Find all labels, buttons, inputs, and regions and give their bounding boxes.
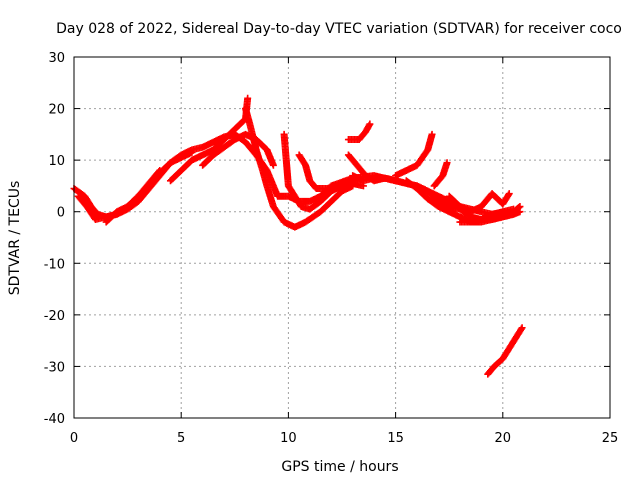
plot-frame [73,56,611,419]
series-trace-18 [484,324,526,378]
y-tick-label: 10 [48,154,65,169]
series-trace-6 [242,105,357,231]
y-tick-label: 20 [48,103,65,118]
data-point [334,182,342,190]
x-tick-label: 5 [177,431,185,446]
series-trace-15 [430,159,451,190]
x-tick-label: 15 [387,431,404,446]
data-point [518,324,526,332]
x-tick-label: 0 [70,431,78,446]
series-trace-1 [70,130,271,221]
x-tick-label: 20 [495,431,512,446]
y-tick-label: 30 [48,51,65,66]
y-tick-label: 0 [57,206,65,221]
x-axis-ticks: 0 5 10 15 20 25 [70,57,618,446]
y-axis-ticks: -40 -30 -20 -10 0 10 20 30 [44,51,610,427]
y-tick-label: -20 [44,309,65,324]
data-point [269,161,277,169]
series-trace-8 [280,130,367,213]
series-trace-14 [402,177,518,226]
data-point [188,148,196,156]
grid-lines [74,57,610,418]
data-point [155,168,163,176]
series-trace-11 [344,120,374,144]
series-trace-3 [102,166,164,226]
data-point [156,166,164,174]
y-tick-label: -10 [44,257,65,272]
data-point [428,130,436,138]
series-trace-13 [392,130,436,180]
data-point [366,120,374,128]
series-trace-16 [445,190,513,216]
y-axis-label: SDTVAR / TECUs [7,181,23,296]
data-point [510,205,518,213]
x-tick-label: 10 [280,431,297,446]
series-trace-17 [456,205,518,226]
data-point [504,191,512,199]
x-axis-label: GPS time / hours [281,459,398,475]
series-trace-9 [295,151,342,193]
plot-area [70,94,526,378]
data-point [505,190,513,198]
y-tick-label: -30 [44,360,65,375]
data-point [516,208,524,216]
data-point [517,325,525,333]
data-point [244,94,252,102]
x-tick-label: 25 [602,431,619,446]
chart-title: Day 028 of 2022, Sidereal Day-to-day VTE… [56,21,622,37]
data-point [443,159,451,167]
y-tick-label: -40 [44,412,65,427]
